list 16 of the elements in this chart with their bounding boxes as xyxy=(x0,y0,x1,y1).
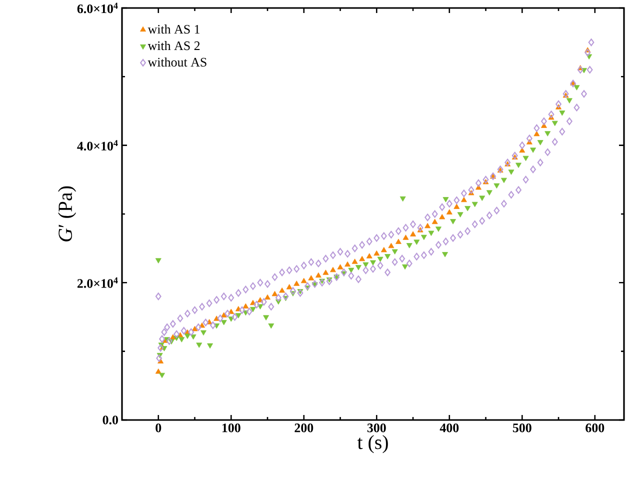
y-tick-label: 2.0×10$^{4}$ xyxy=(77,277,118,288)
x-tick-label: 500 xyxy=(512,424,532,432)
y-tick-label: 0.0 xyxy=(102,416,118,424)
x-tick-label: 300 xyxy=(367,424,386,432)
y-tick-label: 4.0×10$^{4}$ xyxy=(77,140,118,151)
y-tick-label: 6.0×10$^{4}$ xyxy=(77,2,118,14)
x-tick-label: 200 xyxy=(294,424,314,432)
y-axis-title: G′ (Pa) xyxy=(58,186,76,242)
x-axis-title: t (s) xyxy=(357,435,388,454)
legend-label: without AS xyxy=(148,57,206,67)
legend-label: with AS 2 xyxy=(148,41,200,50)
x-tick-label: 400 xyxy=(440,424,459,432)
legend-label: with AS 1 xyxy=(148,24,200,34)
x-tick-label: 0 xyxy=(156,424,162,432)
x-tick-label: 100 xyxy=(222,424,240,432)
x-tick-label: 600 xyxy=(586,424,604,432)
